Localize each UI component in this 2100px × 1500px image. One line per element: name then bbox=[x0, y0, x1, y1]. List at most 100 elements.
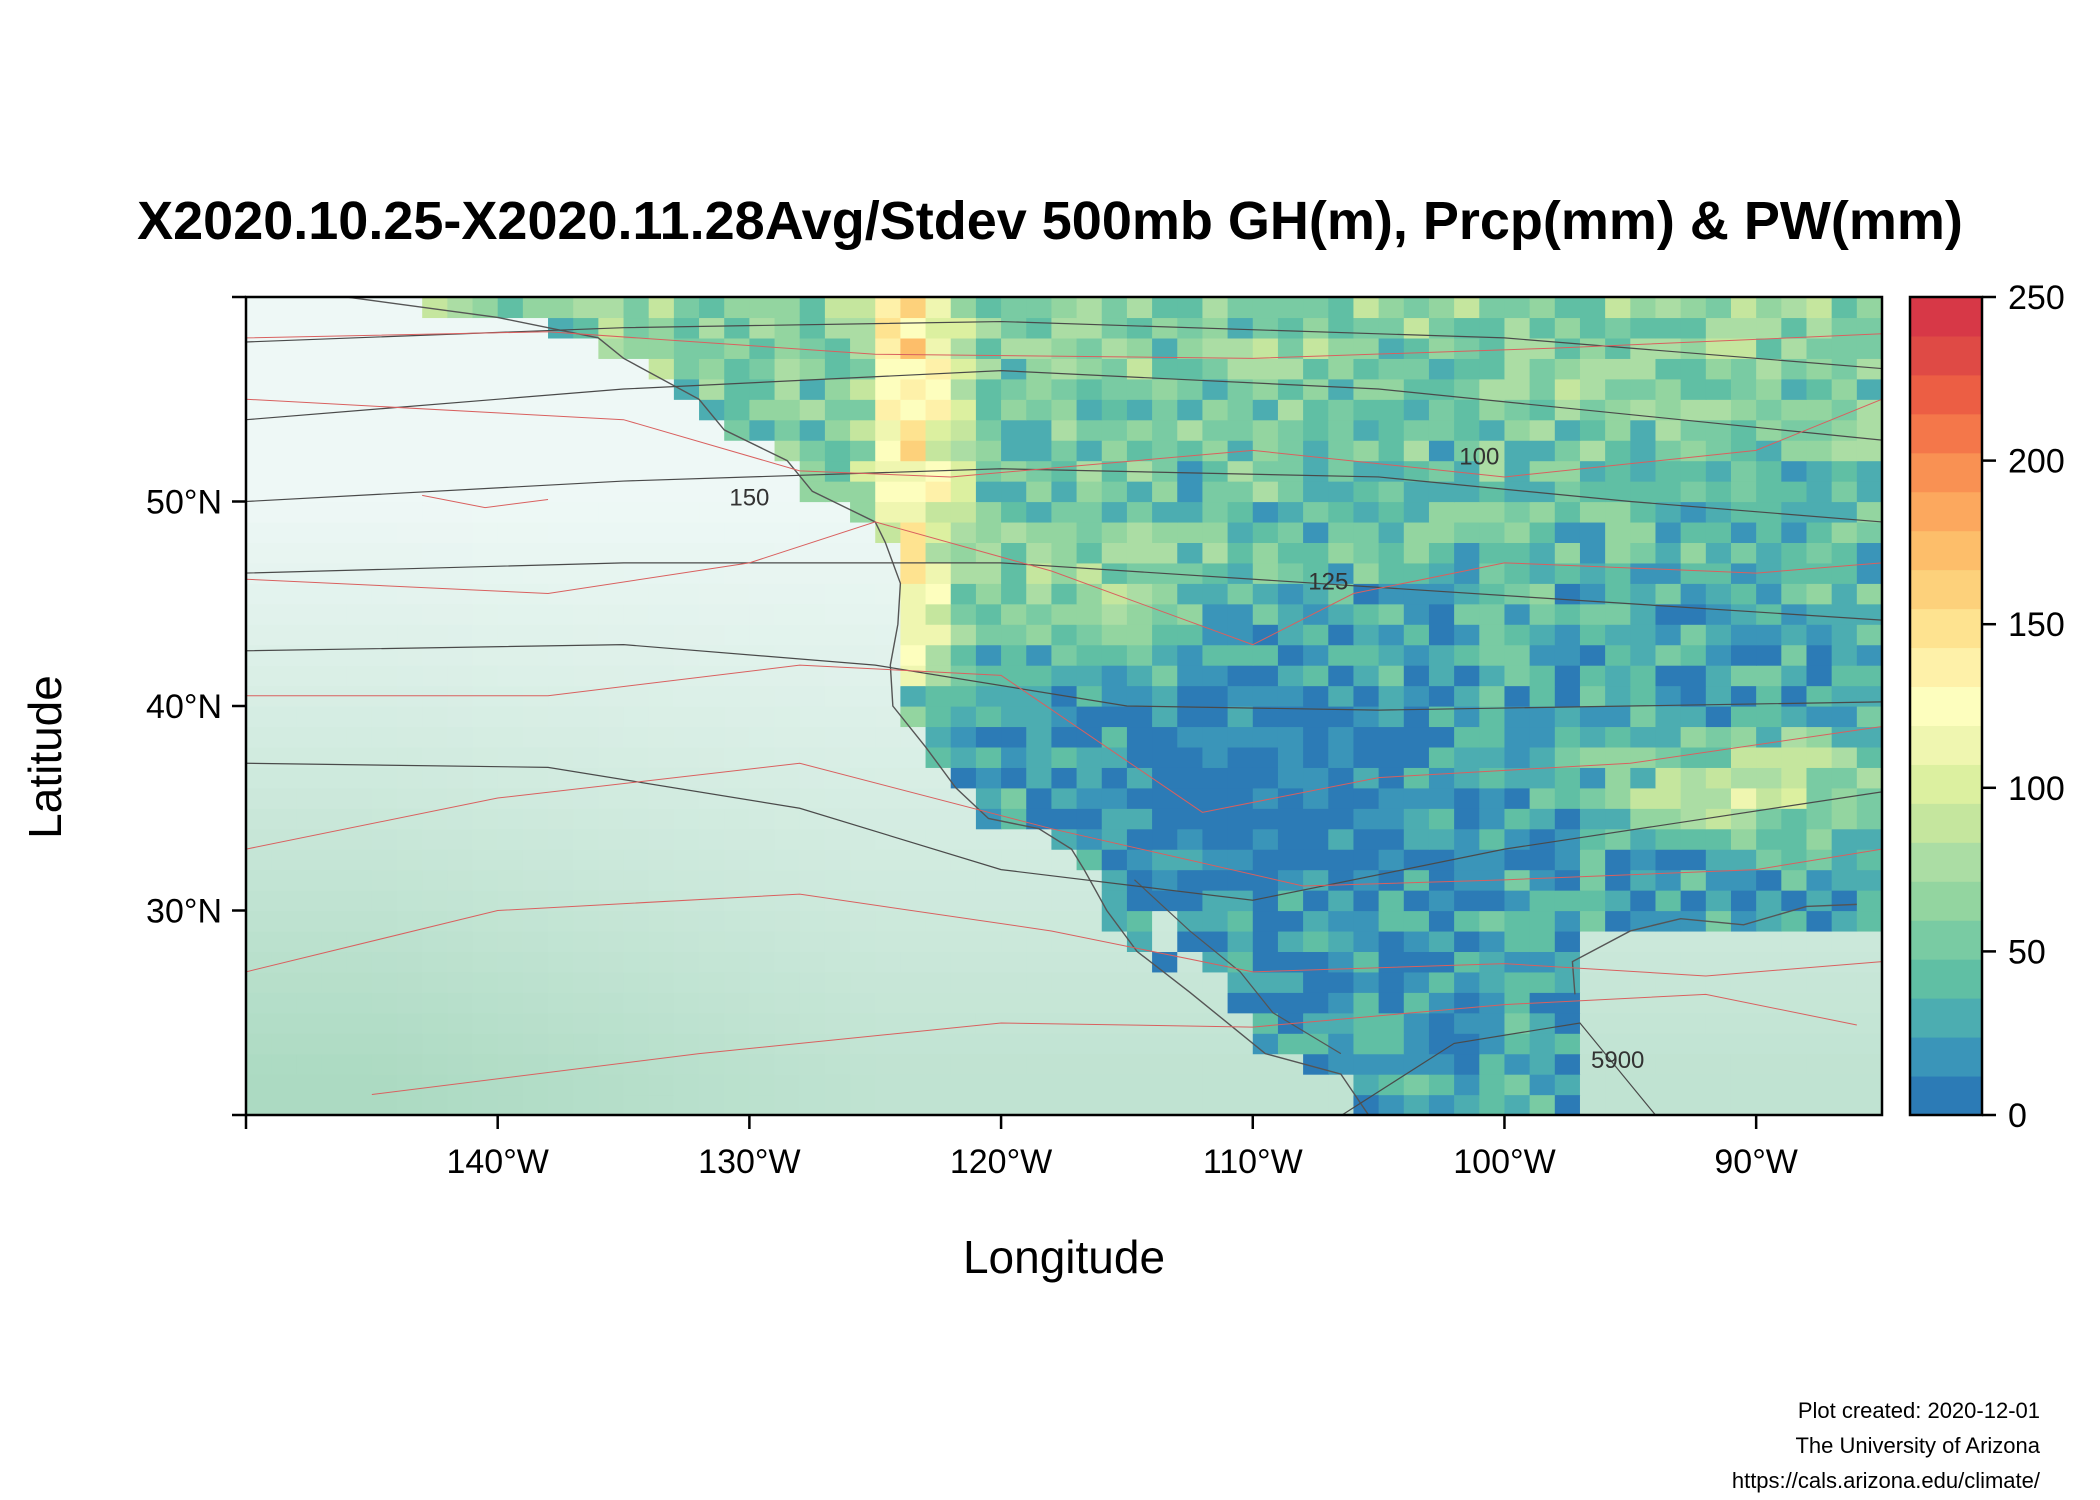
heatmap-cell bbox=[774, 481, 801, 503]
heatmap-cell bbox=[573, 910, 599, 932]
heatmap-cell bbox=[1001, 787, 1027, 809]
heatmap-cell bbox=[397, 337, 423, 359]
heatmap-cell bbox=[1504, 317, 1531, 339]
coastline bbox=[346, 297, 1857, 1115]
heatmap-cell bbox=[1529, 808, 1556, 830]
heatmap-cell bbox=[1126, 603, 1153, 625]
heatmap-cell bbox=[573, 930, 599, 952]
heatmap-cell bbox=[1252, 583, 1279, 605]
heatmap-cell bbox=[699, 358, 725, 380]
heatmap-cell bbox=[875, 419, 901, 441]
heatmap-cell bbox=[1831, 726, 1858, 748]
heatmap-cell bbox=[1630, 726, 1657, 748]
heatmap-cell bbox=[1101, 358, 1128, 380]
heatmap-cell bbox=[1579, 1094, 1606, 1115]
heatmap-cell bbox=[724, 624, 750, 646]
heatmap-cell bbox=[824, 849, 851, 871]
heatmap-cell bbox=[371, 910, 398, 932]
heatmap-cell bbox=[1856, 726, 1882, 748]
heatmap-cell bbox=[1303, 930, 1329, 952]
heatmap-cell bbox=[1001, 419, 1027, 441]
heatmap-cell bbox=[271, 1094, 297, 1115]
heatmap-cell bbox=[950, 971, 977, 993]
heatmap-cell bbox=[1353, 337, 1380, 359]
heatmap-cell bbox=[1630, 849, 1657, 871]
heatmap-cell bbox=[824, 787, 851, 809]
heatmap-cell bbox=[397, 481, 423, 503]
heatmap-cell bbox=[1051, 890, 1078, 912]
heatmap-cell bbox=[573, 849, 599, 871]
stdev-contour bbox=[246, 664, 1882, 813]
heatmap-cell bbox=[1730, 399, 1757, 421]
heatmap-cell bbox=[1831, 378, 1858, 400]
heatmap-cell bbox=[1177, 1012, 1204, 1034]
heatmap-cell bbox=[850, 890, 876, 912]
heatmap-cell bbox=[1303, 1053, 1329, 1075]
heatmap-cell bbox=[296, 624, 323, 646]
heatmap-cell bbox=[346, 358, 373, 380]
heatmap-cell bbox=[1076, 910, 1103, 932]
heatmap-cell bbox=[1353, 767, 1380, 789]
map-plot-area[interactable] bbox=[246, 297, 1883, 1156]
heatmap-cell bbox=[522, 992, 549, 1014]
heatmap-cell bbox=[271, 521, 297, 543]
heatmap-cell bbox=[900, 971, 927, 993]
heatmap-cell bbox=[1730, 746, 1757, 768]
heatmap-cell bbox=[774, 1074, 801, 1096]
heatmap-cell bbox=[699, 992, 725, 1014]
heatmap-cell bbox=[1227, 297, 1254, 319]
heatmap-cell bbox=[648, 542, 675, 564]
heatmap-cell bbox=[1504, 890, 1531, 912]
heatmap-cell bbox=[1605, 726, 1631, 748]
heatmap-cell bbox=[1856, 1033, 1882, 1055]
heatmap-cell bbox=[598, 992, 625, 1014]
heatmap-cell bbox=[1655, 521, 1682, 543]
heatmap-cell bbox=[246, 1033, 272, 1055]
heatmap-cell bbox=[1454, 297, 1480, 319]
heatmap-cell bbox=[1001, 583, 1027, 605]
heatmap-cell bbox=[1856, 624, 1882, 646]
heatmap-cell bbox=[1705, 685, 1732, 707]
heatmap-cell bbox=[472, 828, 499, 850]
heatmap-cell bbox=[1428, 992, 1455, 1014]
heatmap-cell bbox=[497, 583, 524, 605]
heatmap-cell bbox=[1177, 521, 1204, 543]
heatmap-cell bbox=[1378, 910, 1405, 932]
heatmap-cell bbox=[799, 399, 826, 421]
heatmap-cell bbox=[975, 624, 1002, 646]
heatmap-cell bbox=[875, 440, 901, 462]
heatmap-cell bbox=[422, 337, 448, 359]
heatmap-cell bbox=[749, 910, 776, 932]
heatmap-cell bbox=[1554, 1053, 1581, 1075]
heatmap-cell bbox=[1831, 910, 1858, 932]
heatmap-cell bbox=[673, 726, 700, 748]
heatmap-cell bbox=[749, 767, 776, 789]
heatmap-cell bbox=[1730, 358, 1757, 380]
heatmap-cell bbox=[422, 971, 448, 993]
heatmap-cell bbox=[749, 624, 776, 646]
heatmap-cell bbox=[1730, 644, 1757, 666]
heatmap-cell bbox=[1026, 787, 1053, 809]
heatmap-cell bbox=[925, 562, 952, 584]
heatmap-cell bbox=[1051, 1074, 1078, 1096]
heatmap-cell bbox=[1806, 1094, 1833, 1115]
heatmap-cell bbox=[1177, 808, 1204, 830]
heatmap-cell bbox=[1051, 930, 1078, 952]
heatmap-cell bbox=[1303, 726, 1329, 748]
heatmap-cell bbox=[1730, 1053, 1757, 1075]
heatmap-cell bbox=[598, 726, 625, 748]
heatmap-cell bbox=[548, 337, 574, 359]
heatmap-cell bbox=[1001, 849, 1027, 871]
heatmap-cell bbox=[397, 1012, 423, 1034]
heatmap-cell bbox=[422, 317, 448, 339]
heatmap-cell bbox=[1730, 501, 1757, 523]
heatmap-cell bbox=[1378, 337, 1405, 359]
heatmap-cell bbox=[1152, 1074, 1178, 1096]
heatmap-cell bbox=[1605, 808, 1631, 830]
heatmap-cell bbox=[1152, 501, 1178, 523]
heatmap-cell bbox=[497, 501, 524, 523]
heatmap-cell bbox=[1001, 1033, 1027, 1055]
heatmap-cell bbox=[1227, 440, 1254, 462]
heatmap-cell bbox=[724, 297, 750, 319]
heatmap-cell bbox=[1277, 297, 1304, 319]
